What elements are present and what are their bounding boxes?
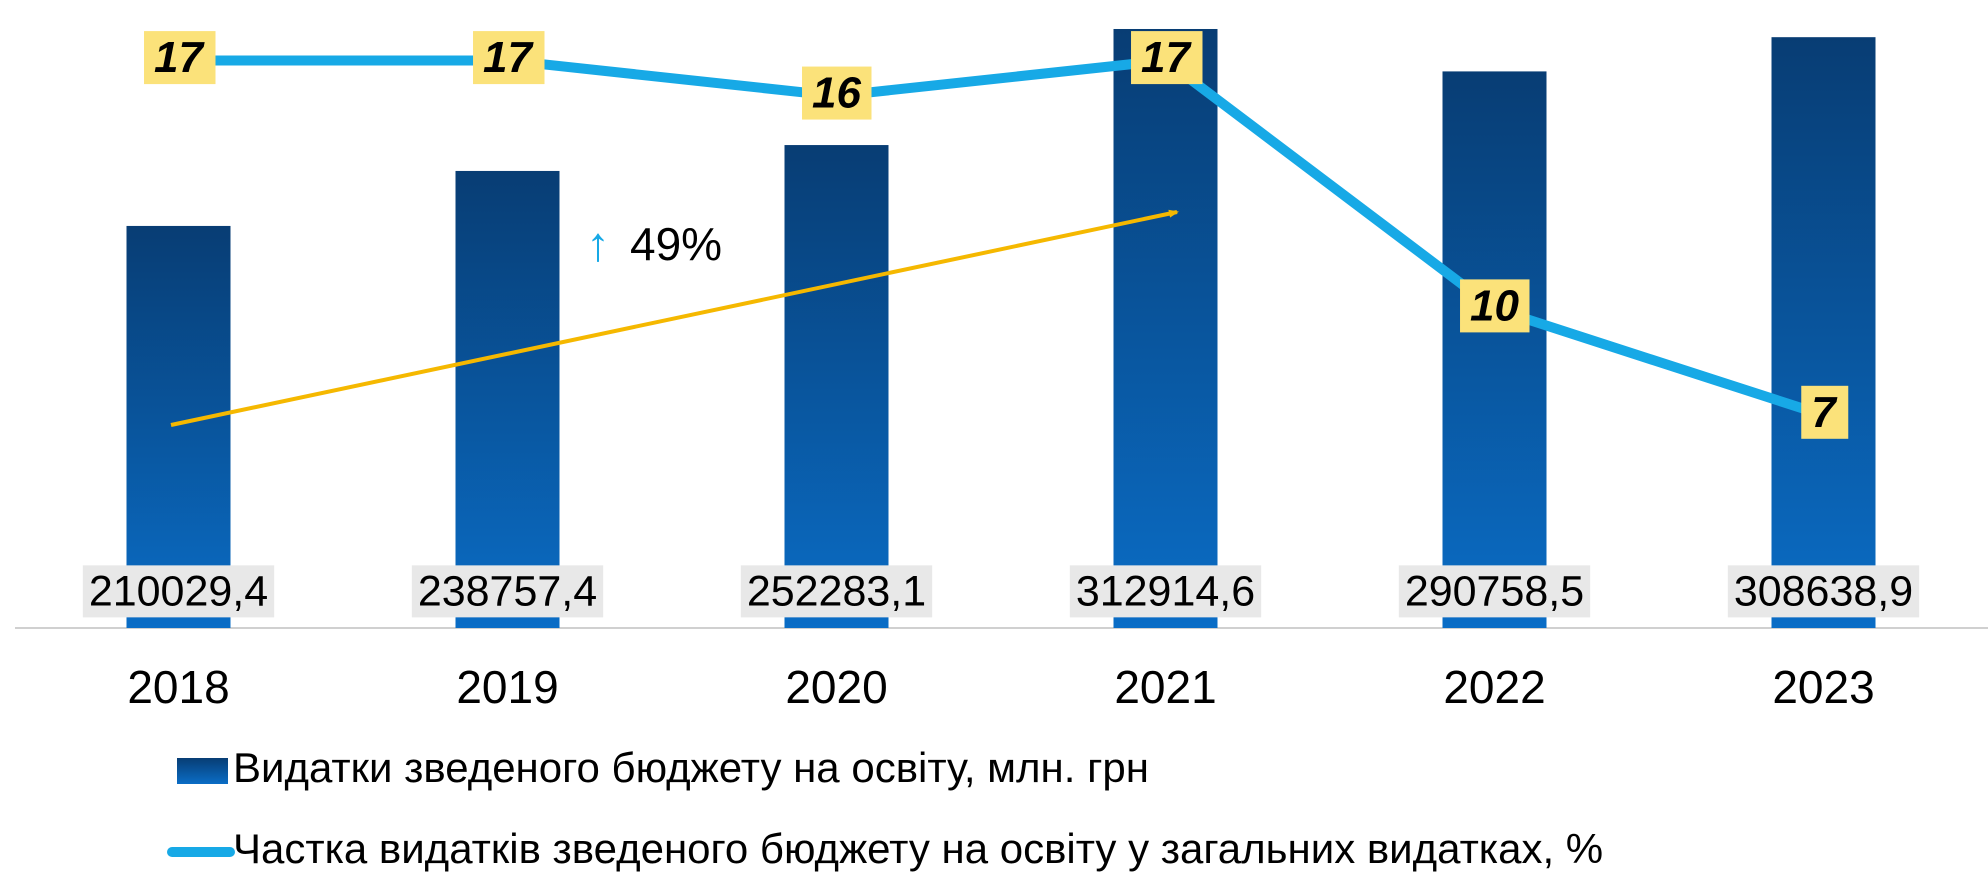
line-value-label-bg (144, 31, 216, 85)
line-value-label-bg (473, 31, 545, 85)
up-arrow-icon: ↑ (586, 219, 610, 272)
line-value-label: 7 (1811, 388, 1838, 437)
bar-value-label-bg (1727, 565, 1920, 618)
line-value-label: 10 (1470, 281, 1519, 330)
annotation: 49% (630, 218, 722, 270)
bar (1771, 37, 1876, 629)
bars (126, 28, 1876, 629)
line-value-label: 17 (1141, 33, 1192, 82)
x-tick-label: 2020 (785, 661, 887, 713)
line-value-label: 17 (483, 33, 534, 82)
bar-value-label-bg (1069, 565, 1262, 618)
line-value-label-bg (1131, 31, 1203, 85)
legend-label: Видатки зведеного бюджету на освіту, млн… (233, 744, 1149, 791)
x-tick-label: 2022 (1443, 661, 1545, 713)
x-tick-label: 2021 (1114, 661, 1216, 713)
legend-swatch (177, 758, 228, 784)
bar-value-label: 290758,5 (1405, 567, 1584, 615)
x-tick-label: 2019 (456, 661, 558, 713)
bar-value-label: 238757,4 (418, 567, 597, 615)
labels: 210029,4 238757,4 252283,1 312914,6 290758,5… (82, 31, 1920, 618)
x-tick-label: 2023 (1772, 661, 1874, 713)
trend-arrow (170, 209, 1179, 427)
line-value-label: 16 (812, 69, 861, 118)
bar-value-label: 252283,1 (747, 567, 926, 615)
bar-value-label: 308638,9 (1734, 567, 1913, 615)
line (178, 55, 1826, 420)
bar (455, 170, 560, 628)
legend: Видатки зведеного бюджету на освіту, млн… (167, 744, 1603, 872)
line-value-label: 17 (154, 33, 205, 82)
bar-value-label-bg (740, 565, 933, 618)
x-tick-label: 2018 (127, 661, 229, 713)
bar-value-label: 210029,4 (89, 567, 268, 615)
bar (1113, 28, 1218, 628)
bar-value-label-bg (1398, 565, 1591, 618)
bar (126, 225, 231, 628)
bar-value-label: 312914,6 (1076, 567, 1255, 615)
legend-label: Частка видатків зведеного бюджету на осв… (233, 825, 1603, 872)
line-value-label-bg (802, 66, 872, 120)
bar (1442, 71, 1547, 629)
bar-value-label-bg (411, 565, 604, 618)
line-value-label-bg (1460, 279, 1530, 333)
bar (784, 145, 889, 629)
line-series (178, 55, 1826, 420)
line-value-label-bg (1801, 385, 1849, 439)
bar-value-label-bg (82, 565, 275, 618)
